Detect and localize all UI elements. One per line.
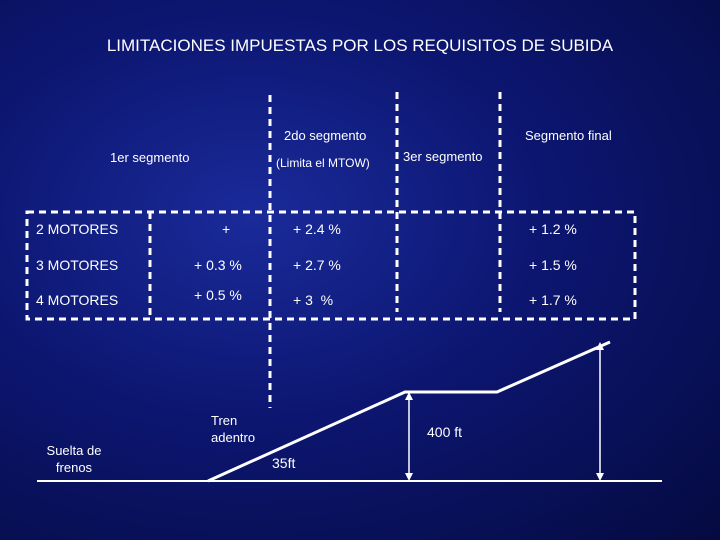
segment-3-label: 3er segmento (403, 149, 483, 164)
row-label-3-engines: 3 MOTORES (36, 257, 119, 273)
row-2-seg2-value: + 2.4 % (293, 221, 341, 237)
segment-1-label: 1er segmento (110, 150, 190, 165)
page-title: LIMITACIONES IMPUESTAS POR LOS REQUISITO… (106, 36, 614, 55)
row-4-seg1-value: + 0.5 % (194, 287, 242, 303)
segment-2-note: (Limita el MTOW) (276, 156, 370, 170)
row-label-2-engines: 2 MOTORES (36, 221, 119, 237)
row-3-seg1-value: + 0.3 % (194, 257, 242, 273)
row-3-final-value: + 1.5 % (529, 257, 577, 273)
height-35ft-label: 35ft (272, 455, 296, 471)
segment-final-label: Segmento final (525, 128, 612, 143)
gradient-table-frame (25, 210, 637, 321)
row-2-final-value: + 1.2 % (529, 221, 577, 237)
arrowhead-down-400ft (405, 473, 413, 481)
arrowhead-down-final (596, 473, 604, 481)
row-4-seg2-value: + 3 % (293, 292, 334, 308)
arrowhead-up-final (596, 342, 604, 350)
segment-2-label: 2do segmento (284, 128, 367, 143)
gear-up-label: Tren adentro (211, 413, 256, 445)
flight-path (207, 340, 611, 483)
height-400ft-label: 400 ft (427, 424, 463, 440)
row-2-seg1-value: + (222, 221, 231, 237)
row-label-4-engines: 4 MOTORES (36, 292, 119, 308)
brake-release-label: Suelta de frenos (46, 443, 102, 475)
arrowhead-up-400ft (405, 392, 413, 400)
row-3-seg2-value: + 2.7 % (293, 257, 341, 273)
row-4-final-value: + 1.7 % (529, 292, 577, 308)
